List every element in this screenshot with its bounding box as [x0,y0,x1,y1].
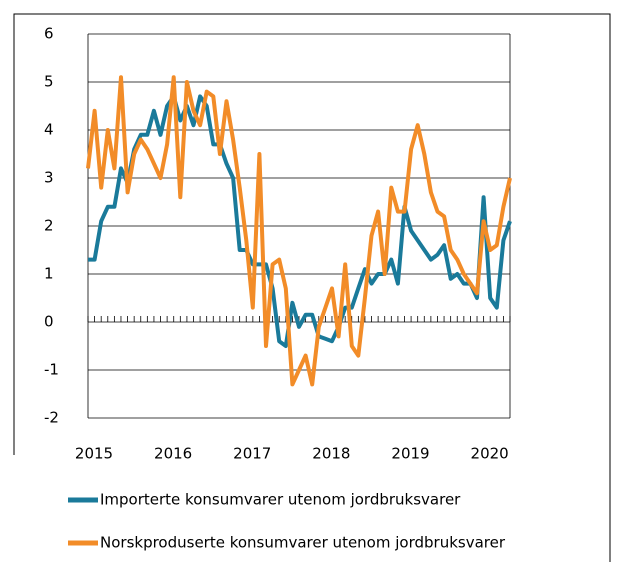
y-tick-label: -1 [44,361,59,379]
series-line [86,75,512,387]
legend-label: Norskproduserte konsumvarer utenom jordb… [100,534,506,552]
x-tick-label: 2017 [233,445,271,463]
y-tick-label: 0 [44,313,54,331]
x-tick-label: 2018 [312,445,350,463]
y-tick-label: 1 [44,265,54,283]
x-tick-label: 2019 [391,445,429,463]
y-tick-label: 3 [44,169,54,187]
y-tick-label: 6 [44,25,54,43]
y-tick-label: 4 [44,121,54,139]
y-tick-label: 2 [44,217,54,235]
series-line [88,94,512,348]
y-tick-label: -2 [44,409,59,427]
x-tick-label: 2020 [471,445,509,463]
x-tick-label: 2016 [154,445,192,463]
frame [13,13,611,562]
y-tick-label: 5 [44,73,54,91]
legend-label: Importerte konsumvarer utenom jordbruksv… [100,491,461,509]
x-tick-label: 2015 [75,445,113,463]
